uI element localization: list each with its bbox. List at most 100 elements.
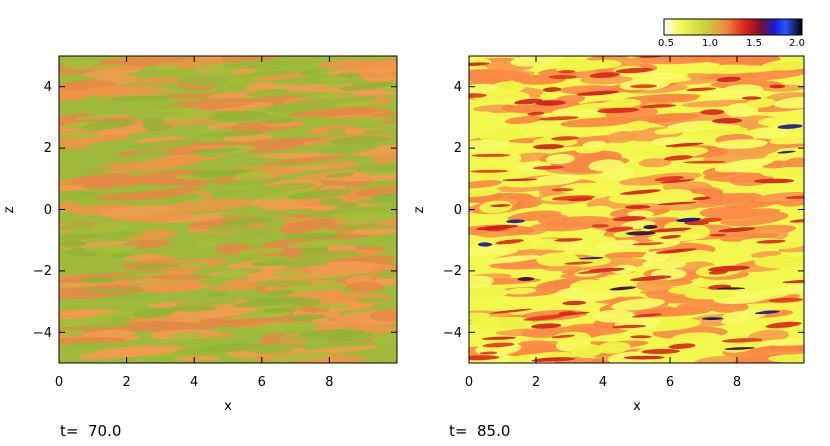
field-streak [700,109,725,115]
field-streak [142,122,171,132]
field-streak [164,305,218,312]
right-time-annotation: t= 85.0 [449,422,510,440]
field-streak [174,355,221,362]
field-streak [729,173,773,187]
field-streak [591,224,609,228]
field-streak [655,248,697,254]
field-streak [761,166,804,178]
field-streak [630,335,652,339]
field-streak [582,140,608,149]
field-streak [112,275,148,281]
field-streak [664,155,693,161]
field-streak [207,67,237,76]
field-streak [483,255,541,264]
field-streak [623,355,665,360]
field-streak [533,165,565,170]
field-streak [470,169,509,173]
field-streak [207,291,228,297]
field-streak [535,100,566,106]
field-streak [59,241,138,250]
right-ytick-label: 0 [454,203,462,218]
field-streak [595,239,640,251]
field-streak [161,112,216,122]
field-streak [96,125,156,136]
field-streak [469,333,494,346]
field-streak [59,329,86,336]
right-xtick-label: 8 [733,375,741,390]
field-streak [718,227,756,233]
field-streak [636,278,674,292]
field-streak [654,127,685,135]
field-streak [176,299,239,307]
field-streak [266,289,294,297]
colorbar-gradient [663,18,803,36]
field-streak [80,85,175,98]
right-ytick-label: −2 [443,264,462,279]
field-streak [324,172,355,178]
field-streak [333,202,359,209]
field-streak [769,84,786,89]
field-streak [531,323,562,329]
field-streak [224,268,248,278]
field-streak [641,348,680,355]
field-streak [469,69,529,82]
field-streak [178,76,228,86]
field-streak [597,107,640,114]
field-streak [631,313,662,318]
field-streak [469,215,495,226]
field-streak [769,133,804,145]
field-streak [714,162,765,173]
field-streak [581,282,629,294]
field-streak [259,202,303,210]
field-streak [246,88,290,98]
field-streak [477,242,493,247]
field-streak [371,193,397,203]
right-ytick-label: −4 [443,326,462,341]
field-streak [649,72,684,80]
field-streak [255,349,293,355]
left-xtick-label: 8 [325,375,333,390]
left-ytick-label: 2 [44,141,52,156]
field-streak [381,85,397,93]
field-streak [206,223,249,232]
field-streak [313,303,352,309]
field-streak [61,138,92,150]
field-streak [59,223,93,232]
field-streak [502,178,538,182]
field-streak [629,113,700,124]
field-streak [708,270,728,275]
field-streak [777,283,804,295]
field-streak [170,331,204,340]
field-streak [684,291,737,300]
field-streak [491,81,525,93]
field-streak [261,155,348,166]
field-streak [611,298,665,311]
field-streak [506,287,537,295]
field-streak [664,94,698,103]
field-streak [219,212,253,218]
field-streak [168,193,200,202]
field-streak [612,216,647,222]
right-y-axis-label: z [412,206,427,213]
field-streak [110,95,172,101]
field-streak [716,76,741,83]
field-streak [609,286,637,291]
field-streak [765,183,802,193]
field-streak [222,59,284,69]
field-streak [709,233,727,237]
field-streak [542,87,562,92]
field-streak [475,224,519,231]
field-streak [782,279,804,284]
field-streak [654,176,685,182]
field-streak [83,288,143,294]
field-streak [754,310,780,315]
field-streak [325,161,361,168]
field-streak [479,200,513,214]
field-streak [472,90,531,104]
field-streak [87,232,139,238]
right-panel: 0 2 4 6 8 4 2 0 −2 −4 x z t= 85.0 [412,55,805,440]
field-streak [584,205,613,216]
field-streak [642,250,670,262]
right-xtick-label: 6 [666,375,674,390]
field-streak [374,270,397,279]
